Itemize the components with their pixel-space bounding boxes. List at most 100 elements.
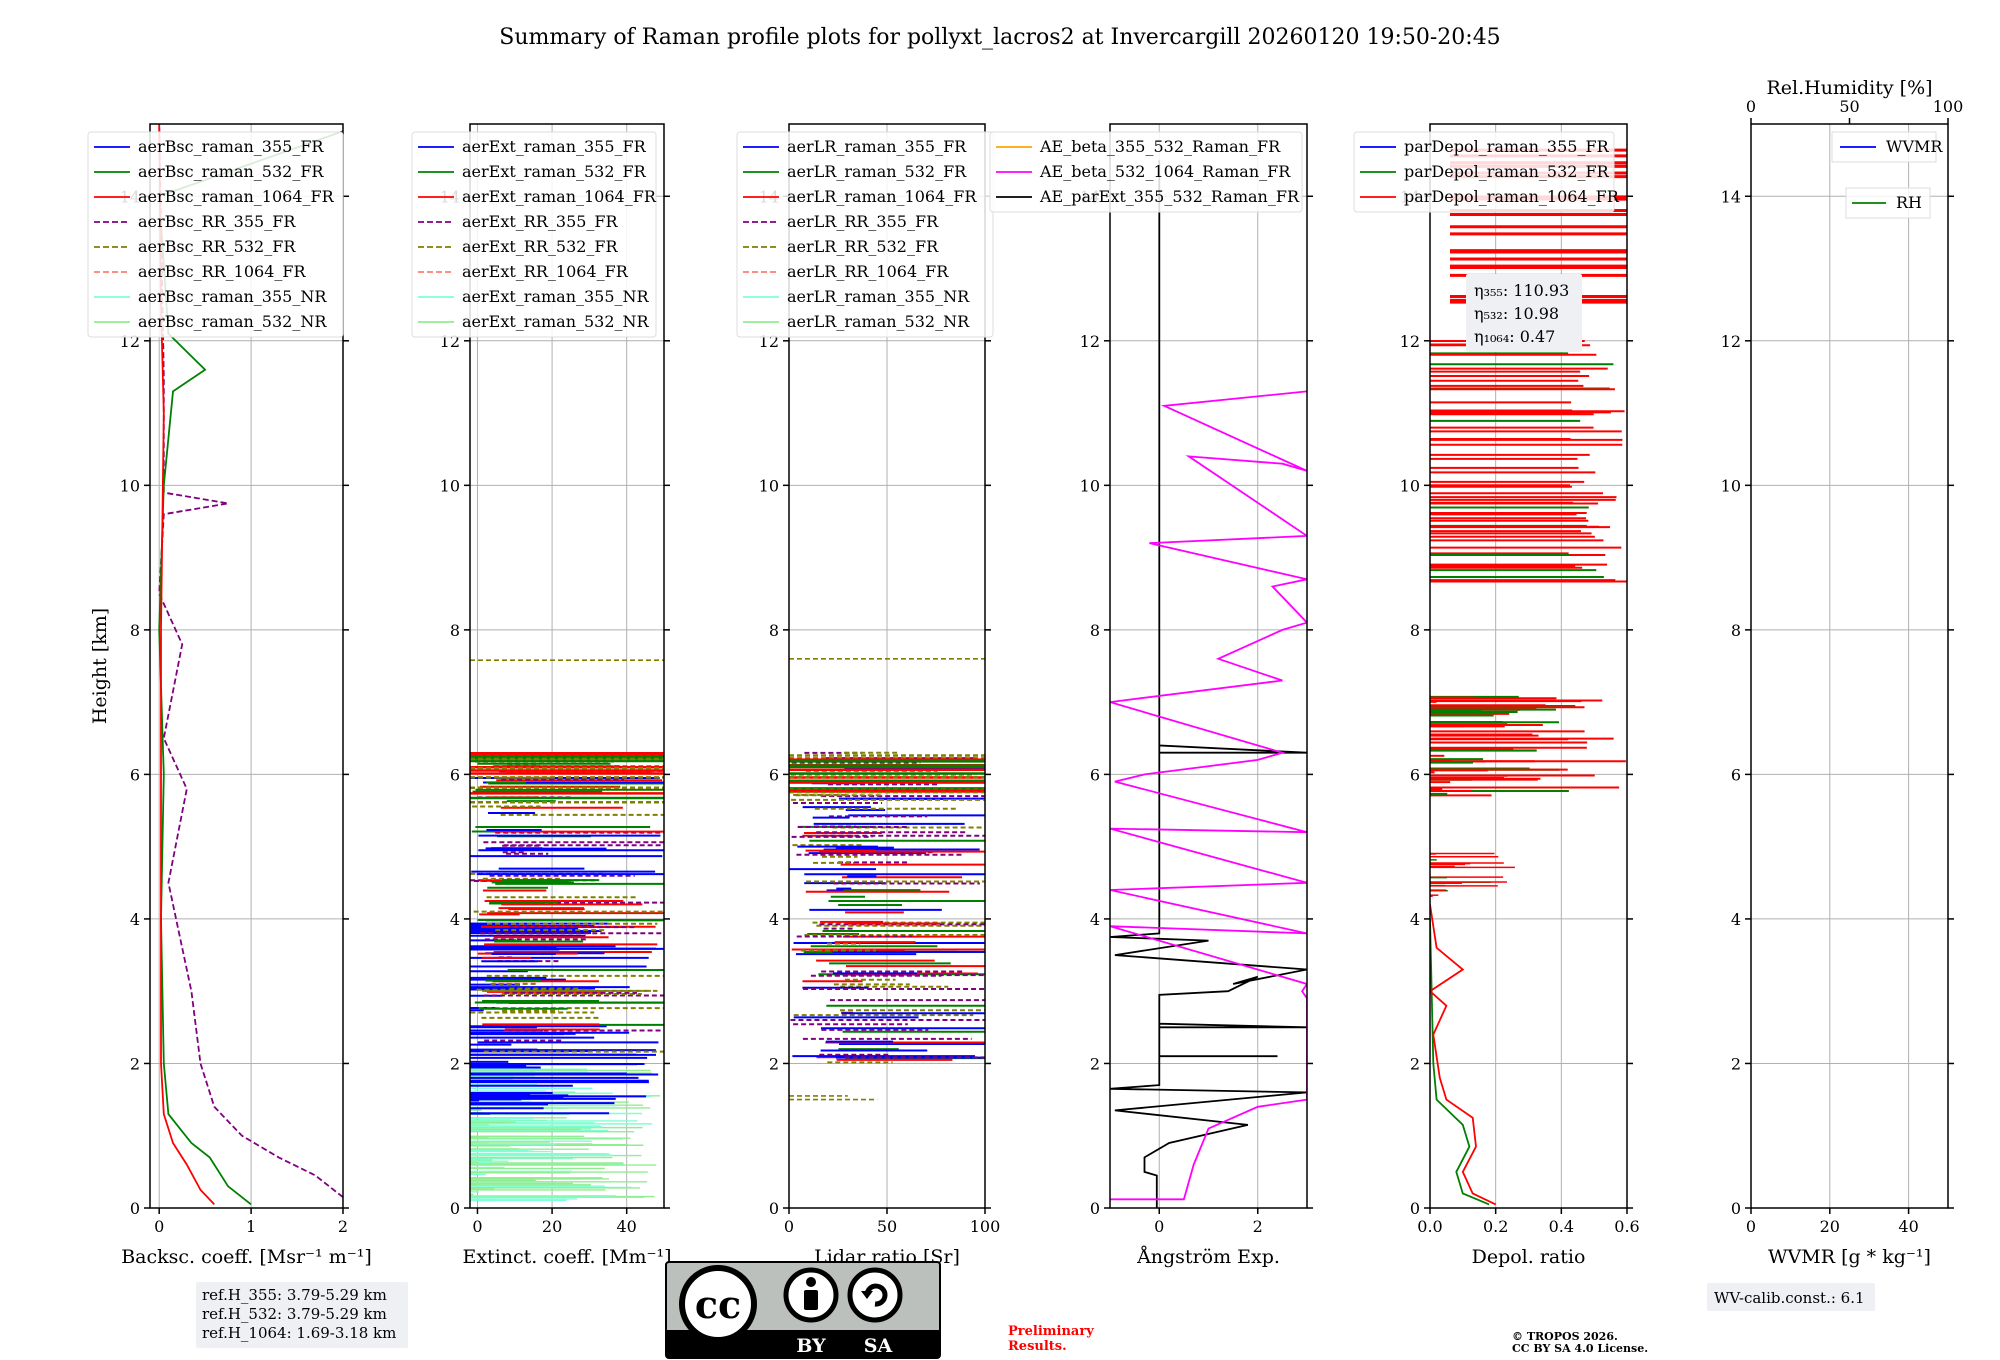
legend-entry: parDepol_raman_1064_FR <box>1404 187 1620 206</box>
legend-entry: aerExt_raman_1064_FR <box>462 187 657 206</box>
panels: 02468101214012Backsc. coeff. [Msr⁻¹ m⁻¹]… <box>87 77 1963 1268</box>
legend-entry: aerBsc_raman_355_NR <box>138 287 327 306</box>
legend-entry: aerLR_RR_355_FR <box>787 212 939 231</box>
xtick-label: 0 <box>1746 1217 1756 1236</box>
legend: AE_beta_355_532_Raman_FR AE_beta_532_1064… <box>989 131 1303 213</box>
ytick-label: 8 <box>1410 621 1420 640</box>
legend-entry: aerBsc_raman_355_FR <box>138 137 324 156</box>
legend-entry: aerBsc_RR_355_FR <box>138 212 296 231</box>
xtick-label: 20 <box>1820 1217 1840 1236</box>
ytick-label: 6 <box>130 765 140 784</box>
ytick-label: 8 <box>130 621 140 640</box>
xtick-label: 100 <box>970 1217 1001 1236</box>
legend-entry: aerLR_raman_355_FR <box>787 137 967 156</box>
x-axis-label: Extinct. coeff. [Mm⁻¹] <box>462 1246 671 1268</box>
legend: parDepol_raman_355_FR parDepol_raman_532_… <box>1353 131 1620 213</box>
figure-title: Summary of Raman profile plots for polly… <box>499 25 1500 50</box>
series-parDepol_raman_1064_FR <box>1430 904 1497 1206</box>
refh-532: ref.H_532: 3.79-5.29 km <box>202 1305 387 1323</box>
series-AE_beta_532_1064_Raman_FR <box>1110 390 1307 1201</box>
xtick-label: 40 <box>1898 1217 1918 1236</box>
ytick-label: 12 <box>1721 332 1741 351</box>
series-AE_parExt_355_532_Raman_FR <box>1110 160 1307 1208</box>
legend-entry: aerLR_RR_1064_FR <box>787 262 949 281</box>
legend-entry: aerLR_raman_355_NR <box>787 287 970 306</box>
x-axis-label: Ångström Exp. <box>1136 1246 1280 1268</box>
legend-entry: aerExt_raman_355_FR <box>462 137 647 156</box>
xtick-label: 2 <box>338 1217 348 1236</box>
ytick-label: 4 <box>1731 910 1741 929</box>
copyright-line1: © TROPOS 2026. <box>1512 1330 1618 1343</box>
series-aerBsc_RR_355_FR <box>158 124 343 1198</box>
ytick-label: 0 <box>769 1199 779 1218</box>
ytick-label: 4 <box>769 910 779 929</box>
ytick-label: 6 <box>1731 765 1741 784</box>
xtick-label: 0.2 <box>1483 1217 1508 1236</box>
xtick-label: 0 <box>154 1217 164 1236</box>
cc-sa-label: SA <box>864 1335 893 1357</box>
ytick-label: 4 <box>1090 910 1100 929</box>
eta-value: η₅₃₂: 10.98 <box>1474 304 1559 323</box>
eta-value: η₃₅₅: 110.93 <box>1474 281 1569 300</box>
sa-share-icon <box>847 1267 903 1323</box>
ytick-label: 4 <box>450 910 460 929</box>
legend-entry: parDepol_raman_355_FR <box>1404 137 1610 156</box>
noise-band <box>789 657 985 1101</box>
legend-box <box>87 131 344 338</box>
ytick-label: 10 <box>1080 476 1100 495</box>
legend-entry: aerBsc_raman_532_FR <box>138 162 324 181</box>
legend-entry: aerExt_raman_355_NR <box>462 287 650 306</box>
cc-license-badge: cc BY SA <box>665 1261 941 1359</box>
legend-entry: RH <box>1896 193 1922 212</box>
legend-entry: aerExt_RR_355_FR <box>462 212 619 231</box>
legend-entry: aerBsc_raman_532_NR <box>138 312 327 331</box>
reference-height-box: ref.H_355: 3.79-5.29 km ref.H_532: 3.79-… <box>196 1282 408 1348</box>
cc-by-label: BY <box>796 1335 826 1357</box>
eta-value: η₁₀₆₄: 0.47 <box>1474 327 1555 346</box>
ytick-label: 10 <box>1721 476 1741 495</box>
legend: aerBsc_raman_355_FR aerBsc_raman_532_FRae… <box>87 131 344 338</box>
legend: aerExt_raman_355_FR aerExt_raman_532_FRae… <box>411 131 657 338</box>
preliminary-line1: Preliminary <box>1008 1324 1094 1339</box>
legend-entry: aerBsc_RR_532_FR <box>138 237 296 256</box>
axes-frame <box>1750 123 1949 1209</box>
ytick-label: 2 <box>769 1054 779 1073</box>
ytick-label: 14 <box>1721 187 1741 206</box>
legend-entry: AE_beta_355_532_Raman_FR <box>1039 137 1281 156</box>
xtick-label: 1 <box>246 1217 256 1236</box>
y-axis-label: Height [km] <box>89 608 111 724</box>
legend-entry: AE_beta_532_1064_Raman_FR <box>1039 162 1291 181</box>
legend-entry: aerBsc_raman_1064_FR <box>138 187 335 206</box>
ytick-label: 6 <box>1090 765 1100 784</box>
ytick-label: 4 <box>130 910 140 929</box>
xtick-label: 50 <box>877 1217 897 1236</box>
panel-extinction: 0246810121402040Extinct. coeff. [Mm⁻¹]ae… <box>411 123 672 1268</box>
legend-entry: aerBsc_RR_1064_FR <box>138 262 307 281</box>
eta-annotation: η₃₅₅: 110.93 η₅₃₂: 10.98 η₁₀₆₄: 0.47 <box>1466 274 1582 352</box>
legend-entry: AE_parExt_355_532_Raman_FR <box>1039 187 1300 206</box>
ytick-label: 2 <box>130 1054 140 1073</box>
ytick-label: 0 <box>450 1199 460 1218</box>
ytick-label: 6 <box>1410 765 1420 784</box>
ytick-label: 8 <box>1090 621 1100 640</box>
legend-entry: WVMR <box>1886 137 1943 156</box>
x-axis-label: WVMR [g * kg⁻¹] <box>1768 1246 1931 1268</box>
ytick-label: 2 <box>1731 1054 1741 1073</box>
panel-angstrom: 0246810121402Ångström Exp.AE_beta_355_53… <box>989 123 1313 1268</box>
top-x-axis-label: Rel.Humidity [%] <box>1766 77 1932 99</box>
noise-band <box>1430 148 1627 897</box>
legend: aerLR_raman_355_FR aerLR_raman_532_FR aerL… <box>736 131 994 338</box>
ytick-label: 0 <box>1410 1199 1420 1218</box>
series-aerBsc_raman_1064_FR <box>158 124 215 1206</box>
legend-entry: aerLR_raman_532_NR <box>787 312 970 331</box>
legend-entry: aerLR_raman_532_FR <box>787 162 967 181</box>
top-xtick-label: 50 <box>1839 97 1859 116</box>
noise-band <box>470 659 664 1202</box>
ytick-label: 12 <box>1400 332 1420 351</box>
refh-1064: ref.H_1064: 1.69-3.18 km <box>202 1324 396 1342</box>
ytick-label: 2 <box>1090 1054 1100 1073</box>
x-axis-label: Depol. ratio <box>1472 1246 1586 1268</box>
legend: WVMR RH <box>1831 131 1943 219</box>
